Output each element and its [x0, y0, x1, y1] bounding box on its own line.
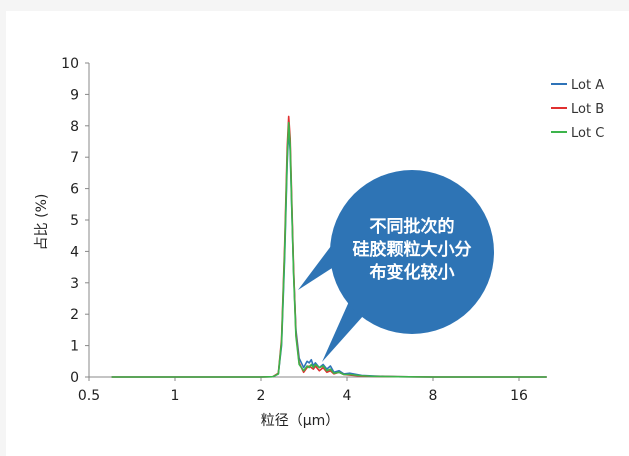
legend-label: Lot C: [571, 126, 604, 141]
y-tick-label: 0: [70, 370, 79, 386]
x-tick-label: 1: [171, 388, 180, 404]
x-tick-label: 2: [257, 388, 266, 404]
x-tick-label: 4: [343, 388, 352, 404]
bubble-text-line: 不同批次的: [370, 216, 455, 237]
y-tick-label: 1: [70, 339, 79, 355]
y-tick-label: 9: [70, 87, 79, 103]
legend-label: Lot A: [571, 78, 604, 93]
bubble-circle: [330, 170, 494, 334]
bubble-text-line: 布变化较小: [370, 262, 455, 283]
y-axis-title: 占比 (%): [34, 194, 50, 251]
y-tick-label: 3: [70, 276, 79, 292]
x-tick-label: 16: [510, 388, 528, 404]
x-tick-label: 8: [429, 388, 438, 404]
y-tick-label: 7: [70, 150, 79, 166]
y-tick-label: 2: [70, 307, 79, 323]
y-tick-label: 5: [70, 213, 79, 229]
chart-legend: Lot A Lot B Lot C: [551, 78, 604, 141]
x-axis-title: 粒径（μm）: [261, 413, 340, 429]
chart-series-lines: [111, 115, 547, 378]
y-tick-label: 4: [70, 244, 79, 260]
y-tick-label: 6: [70, 182, 79, 198]
x-tick-label: 0.5: [78, 388, 100, 404]
y-tick-label: 10: [61, 56, 79, 72]
chart-card: [6, 11, 629, 456]
legend-label: Lot B: [571, 102, 604, 117]
y-tick-label: 8: [70, 119, 79, 135]
chart-axes: 0 1 2 3 4 5 6 7 8 9 10 0.5 1 2 4 8 16: [61, 56, 541, 404]
bubble-text-line: 硅胶颗粒大小分: [353, 239, 472, 260]
series-line-lot-c: [111, 121, 547, 378]
